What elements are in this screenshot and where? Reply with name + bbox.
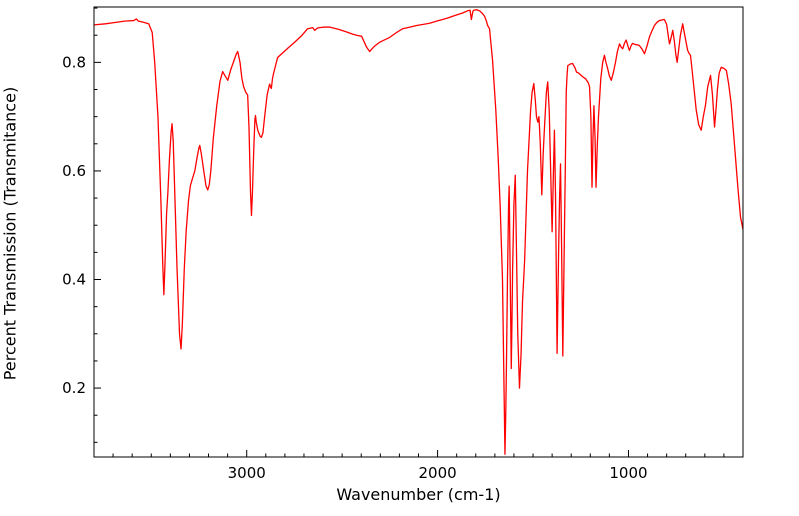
y-axis-label: Percent Transmission (Transmitance): [0, 86, 20, 381]
y-tick-label: 0.4: [62, 270, 86, 288]
x-tick-label: 3000: [228, 464, 266, 482]
x-axis-label: Wavenumber (cm-1): [336, 485, 501, 504]
x-tick-label: 2000: [418, 464, 456, 482]
plot-spines: [93, 6, 744, 458]
x-tick-label: 1000: [609, 464, 647, 482]
y-tick-label: 0.6: [62, 162, 86, 180]
spectrum-line: [94, 9, 743, 455]
y-tick-label: 0.2: [62, 379, 86, 397]
y-tick-label: 0.8: [62, 53, 86, 71]
